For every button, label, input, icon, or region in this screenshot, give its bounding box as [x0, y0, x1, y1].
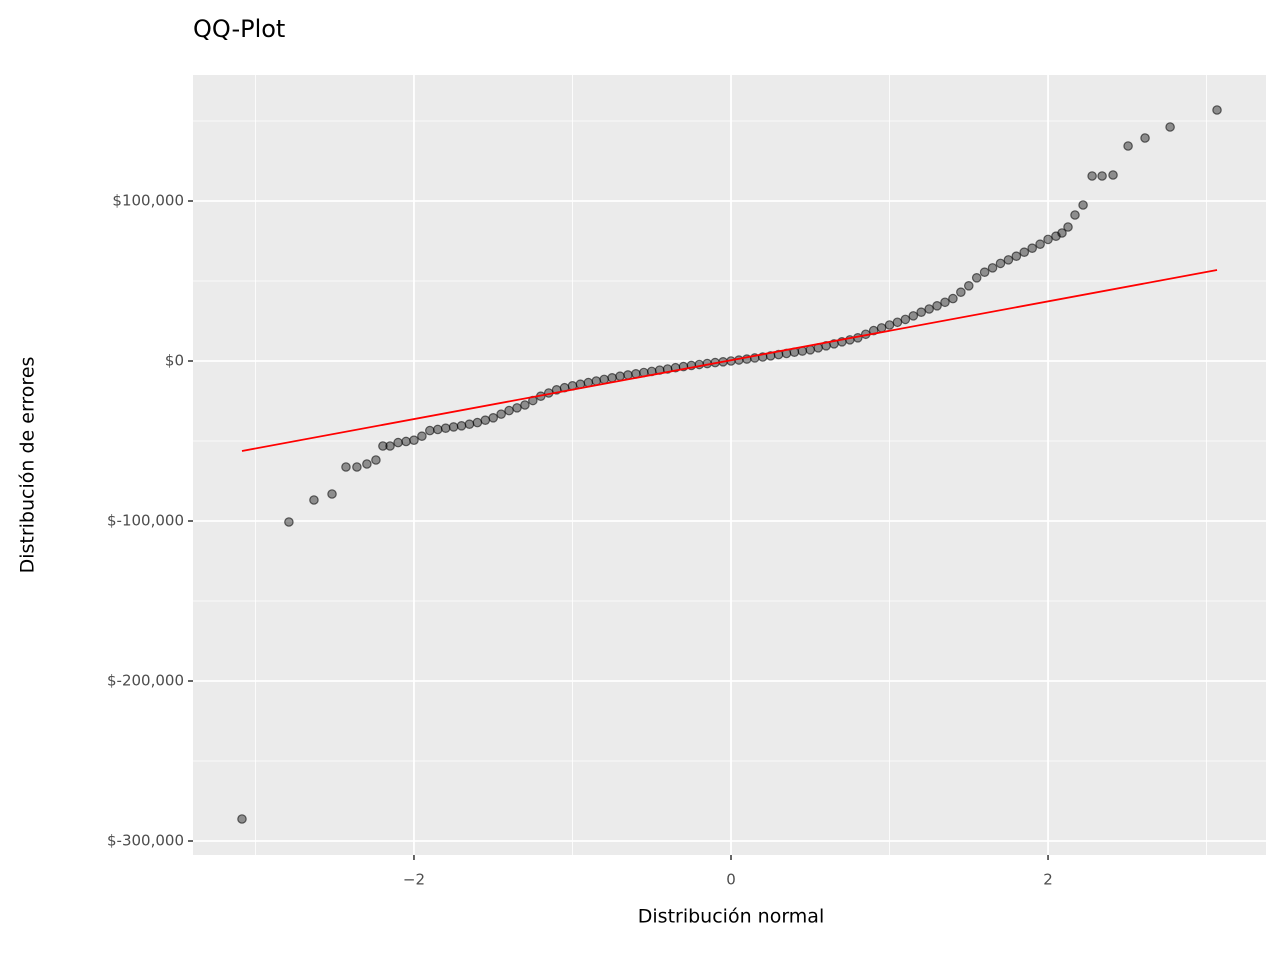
point — [504, 405, 514, 416]
point — [908, 311, 919, 321]
point — [456, 420, 467, 431]
y-axis-label: Distribución de errores — [17, 357, 39, 574]
point — [971, 272, 982, 283]
point — [1097, 171, 1107, 181]
point — [440, 423, 451, 433]
point — [1078, 200, 1088, 210]
point — [892, 317, 903, 328]
point — [409, 435, 419, 445]
y-tick-label: $-300,000 — [107, 832, 184, 850]
x-tick-label: 2 — [1043, 871, 1053, 889]
chart-title: QQ-Plot — [193, 15, 285, 43]
point — [963, 280, 974, 291]
point — [979, 267, 990, 277]
point — [1019, 247, 1030, 257]
point — [1035, 239, 1045, 249]
point — [995, 258, 1006, 269]
point — [425, 425, 435, 436]
point — [512, 403, 522, 413]
point — [987, 263, 998, 273]
point — [1108, 170, 1118, 180]
point — [948, 293, 958, 304]
reference-line — [241, 269, 1218, 452]
point — [1063, 222, 1073, 232]
point — [472, 417, 483, 428]
point — [1165, 122, 1175, 132]
point — [916, 307, 927, 317]
y-tick-label: $100,000 — [112, 192, 184, 210]
point — [607, 372, 617, 383]
point — [448, 422, 459, 432]
point — [1057, 228, 1067, 238]
point — [615, 371, 625, 381]
x-axis-label: Distribución normal — [638, 906, 824, 928]
point — [378, 441, 388, 451]
point — [327, 489, 337, 499]
point — [1027, 243, 1037, 253]
axes: −2 0 2 $-300,000 $-200,000 $-100,000 $0 $100,00… — [107, 192, 1053, 889]
point — [956, 287, 966, 297]
point — [1087, 171, 1097, 181]
point — [480, 415, 491, 425]
point — [520, 400, 530, 410]
point — [623, 370, 633, 380]
point — [401, 436, 411, 447]
point — [1123, 141, 1133, 151]
y-tick-label: $-200,000 — [107, 672, 184, 690]
point — [1070, 210, 1080, 220]
point — [237, 814, 247, 824]
point — [1011, 251, 1022, 262]
point — [352, 462, 362, 472]
point — [900, 314, 911, 325]
point — [385, 441, 395, 451]
point — [309, 495, 319, 505]
point — [932, 300, 942, 311]
grid — [193, 75, 1266, 855]
point — [488, 412, 499, 423]
marks — [237, 105, 1222, 824]
point — [284, 517, 294, 527]
point — [362, 459, 372, 469]
point — [417, 431, 427, 441]
point — [924, 304, 934, 314]
point — [496, 409, 506, 419]
x-tick-label: −2 — [403, 871, 425, 889]
point — [940, 297, 950, 308]
point — [371, 455, 381, 465]
y-tick-label: $0 — [165, 352, 184, 370]
x-tick-label: 0 — [726, 871, 736, 889]
point — [393, 437, 403, 448]
point — [1043, 234, 1053, 245]
point — [884, 320, 895, 330]
point — [464, 419, 475, 429]
point — [1212, 105, 1222, 115]
y-tick-label: $-100,000 — [107, 512, 184, 530]
point — [1003, 255, 1014, 265]
point — [341, 462, 351, 472]
point — [1140, 133, 1150, 143]
point — [432, 424, 443, 435]
